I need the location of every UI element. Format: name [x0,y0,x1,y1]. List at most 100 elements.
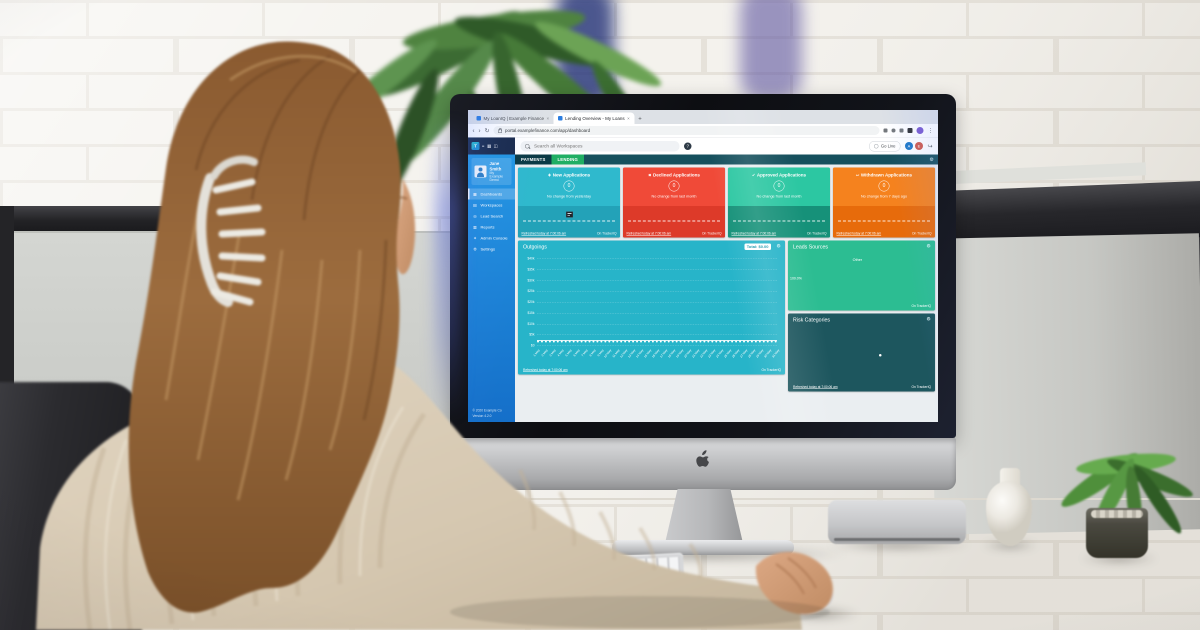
extension-icon[interactable] [883,128,888,133]
declined-applications-icon: ✖ [648,173,652,178]
stat-card-new-applications[interactable]: ✚ New Applications 0 No change from yesterd… [518,167,620,238]
tab-lending[interactable]: LENDING [551,154,585,165]
card-footer: Refreshed today at 7:00:06 am On TrackerI… [627,232,722,236]
sign-out-icon[interactable]: ↪ [927,142,933,150]
refresh-link[interactable]: Refreshed today at 7:00:06 am [793,385,838,390]
refresh-icon[interactable]: ↻ [484,127,490,134]
zero-sparkline [523,220,615,222]
user-avatar[interactable]: A [904,142,913,150]
new-tab-button[interactable]: + [638,115,642,122]
user-avatar[interactable]: E [914,142,923,150]
workspaces-icon: ▤ [473,202,477,208]
sidebar-user-card[interactable]: Jane Smith My Example Demo [471,158,512,186]
avatar [474,165,487,178]
gridline: $40k [527,257,777,261]
zero-sparkline [628,220,720,222]
dashboard-page: ✚ New Applications 0 No change from yesterd… [515,165,938,423]
app-header-main: ? Go Live A E ↪ [515,137,938,155]
close-icon[interactable]: × [627,115,630,121]
menu-icon[interactable]: ≡ [482,143,485,149]
sidebar-footer: © 2020 Example Co Version 4.2.0 [472,409,502,418]
admin-console-icon: ✦ [473,235,477,241]
card-value: 0 [773,180,785,192]
apps-icon[interactable]: ◫ [493,143,498,149]
refresh-link[interactable]: Refreshed today at 7:00:06 am [836,232,882,236]
sidebar-item-settings[interactable]: ⚙ Settings [468,244,515,255]
panel-title: Outgoings [523,244,547,250]
back-icon[interactable]: ‹ [472,127,475,134]
refresh-link[interactable]: Refreshed today at 7:00:06 am [731,232,777,236]
workspace-search[interactable] [520,140,680,152]
woman-hair [128,41,401,613]
card-content: ✖ Declined Applications 0 No change from la… [623,168,725,199]
gear-icon[interactable]: ⚙ [926,316,931,323]
favicon [558,116,563,121]
sidebar: Jane Smith My Example Demo ▦ Dashboards ▤ W… [468,154,515,422]
zero-sparkline [838,220,930,222]
card-title: ✔ Approved Applications [752,172,806,178]
extension-icon[interactable] [907,128,913,133]
tab-payments[interactable]: PAYMENTS [515,154,552,165]
gridline: $25k [527,290,777,293]
browser-profile-avatar[interactable] [916,127,924,134]
user-name: Jane Smith [489,161,502,172]
stat-card-withdrawn-applications[interactable]: ↩ Withdrawn Applications 0 No change from 7… [833,167,935,238]
sidebar-item-admin-console[interactable]: ✦ Admin Console [468,233,515,244]
close-icon[interactable]: × [546,115,550,121]
hair-claw-clip [196,155,266,307]
zero-sparkline [733,220,825,222]
go-live-toggle[interactable]: Go Live [868,140,901,152]
outgoings-panel: Outgoings Total: $0.00 ⚙ $40k $35k $30k $25… [518,240,785,375]
user-org: My Example Demo [489,171,504,183]
card-subtitle: No change from 7 days ago [860,194,908,199]
favicon [476,116,481,121]
browser-tab-active[interactable]: Lending Overview - My Loans × [553,112,635,124]
mac-mini [828,500,966,544]
grid-icon[interactable]: ▦ [486,143,491,149]
tab-title: Lending Overview - My Loans [565,115,625,121]
sidebar-menu: ▦ Dashboards ▤ Workspaces ◎ Lead Search ▥ Repor… [468,188,515,255]
card-footer: Refreshed today at 7:00:06 am On TrackerI… [732,232,827,236]
dashboards-icon: ▦ [473,191,477,197]
gridline: $10k [527,322,777,326]
gear-icon[interactable]: ⚙ [926,243,931,250]
browser-tab-inactive[interactable]: My LoanIQ | Example Finance × [472,113,554,125]
refresh-link[interactable]: Refreshed today at 7:00:06 am [523,368,568,373]
browser-menu-icon[interactable]: ⋮ [927,127,934,134]
card-footer: Refreshed today at 7:00:06 am On TrackerI… [522,232,617,236]
card-subtitle: No change from last month [651,194,697,199]
sidebar-item-dashboards[interactable]: ▦ Dashboards [468,188,515,200]
sidebar-item-label: Workspaces [480,202,503,208]
stat-card-approved-applications[interactable]: ✔ Approved Applications 0 No change from la… [728,167,830,238]
help-button[interactable]: ? [684,142,692,150]
address-bar[interactable]: portal.examplefinance.com/app/dashboard [493,126,880,135]
y-axis-label: $25k [527,289,535,294]
sidebar-item-lead-search[interactable]: ◎ Lead Search [468,211,515,222]
woman-face [395,178,416,275]
apple-logo [696,450,709,467]
search-input[interactable] [533,142,675,150]
sidebar-item-reports[interactable]: ▥ Reports [468,222,515,233]
cursor-tooltip-badge [565,211,573,218]
forward-icon[interactable]: › [478,127,481,134]
extension-icon[interactable] [891,128,896,133]
extension-icon[interactable] [899,128,904,133]
card-title: ↩ Withdrawn Applications [856,172,912,178]
refresh-link[interactable]: Refreshed today at 7:00:06 am [521,232,567,236]
stat-card-declined-applications[interactable]: ✖ Declined Applications 0 No change from la… [623,167,725,238]
url-text: portal.examplefinance.com/app/dashboard [505,128,591,133]
withdrawn-applications-icon: ↩ [856,173,860,178]
gear-icon[interactable]: ⚙ [929,156,934,163]
brand-label: On TrackerIQ [596,232,617,236]
y-axis-label: $35k [527,267,535,272]
risk-categories-panel: Risk Categories ⚙ Refreshed today at 7:0… [788,313,935,392]
sidebar-item-workspaces[interactable]: ▤ Workspaces [468,200,515,211]
imac-stand-base [612,540,794,555]
card-lower-band [623,206,725,238]
zero-series-points [537,340,777,343]
gear-icon[interactable]: ⚙ [776,243,781,250]
plant-pot-pebbles [1091,510,1143,518]
refresh-link[interactable]: Refreshed today at 7:00:06 am [626,232,672,236]
card-lower-band [728,206,830,238]
